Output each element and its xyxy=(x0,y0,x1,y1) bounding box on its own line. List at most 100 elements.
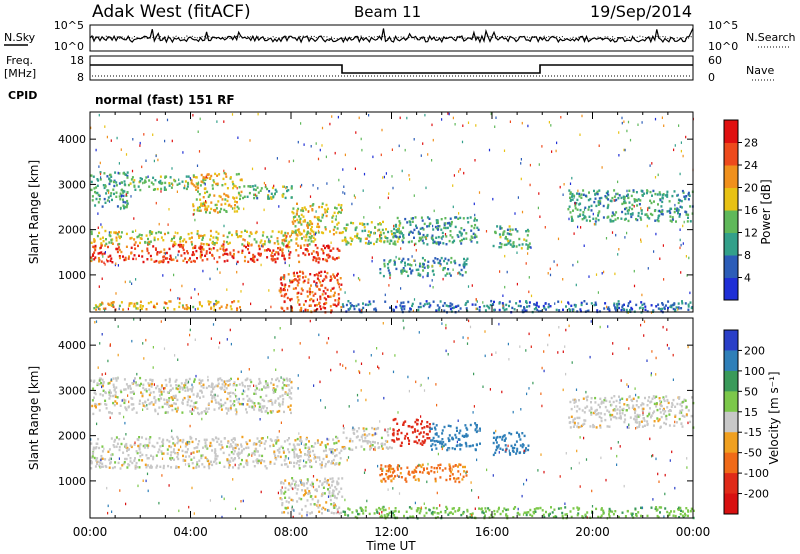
velocity-cell xyxy=(181,440,184,444)
velocity-cell xyxy=(118,448,121,452)
velocity-cell xyxy=(662,412,665,415)
power-cell xyxy=(506,270,508,274)
velocity-cell xyxy=(225,407,228,410)
velocity-cell xyxy=(534,510,537,513)
power-cell xyxy=(313,274,316,277)
power-cell xyxy=(281,283,284,287)
power-cell xyxy=(502,294,504,297)
power-cell xyxy=(283,244,285,247)
velocity-cell xyxy=(465,445,468,448)
velocity-cell xyxy=(370,443,372,446)
velocity-cell xyxy=(592,425,595,429)
velocity-cell xyxy=(110,453,113,457)
velocity-cell xyxy=(298,512,301,515)
velocity-cell xyxy=(658,418,661,421)
velocity-cell xyxy=(369,440,372,444)
velocity-cell xyxy=(202,446,204,449)
velocity-cell xyxy=(117,376,119,380)
power-cell xyxy=(421,265,424,268)
power-cell xyxy=(269,249,271,252)
power-cell xyxy=(199,209,202,212)
power-cell xyxy=(686,274,688,277)
power-cell xyxy=(205,211,207,214)
velocity-cell xyxy=(270,439,273,442)
power-cell xyxy=(306,223,309,227)
velocity-cell xyxy=(160,393,163,396)
power-cell xyxy=(317,261,320,264)
power-cell xyxy=(679,199,682,202)
power-cell xyxy=(434,257,437,260)
power-cell xyxy=(285,186,288,189)
power-cell xyxy=(101,277,103,280)
velocity-cell xyxy=(122,398,125,402)
power-cell xyxy=(100,223,102,226)
velocity-cell xyxy=(503,439,506,442)
power-cell xyxy=(194,185,197,189)
power-cell xyxy=(123,207,126,210)
power-cell xyxy=(664,194,667,197)
velocity-cell xyxy=(340,511,342,515)
power-cell xyxy=(446,262,449,265)
power-cell xyxy=(315,283,317,286)
power-cell xyxy=(300,122,302,125)
power-cell xyxy=(95,308,98,311)
velocity-cell xyxy=(207,379,209,382)
power-cell xyxy=(114,231,117,235)
velocity-cell xyxy=(387,428,390,431)
power-cell xyxy=(585,302,588,305)
power-cell xyxy=(434,225,437,229)
power-cell xyxy=(579,213,582,216)
power-cell xyxy=(511,306,514,310)
power-colorbar-label: Power [dB] xyxy=(759,179,773,244)
power-cell xyxy=(225,252,228,256)
velocity-cell xyxy=(115,445,118,448)
velocity-cell xyxy=(293,450,296,453)
velocity-cell xyxy=(262,406,265,410)
power-cell xyxy=(131,169,134,173)
velocity-cell xyxy=(123,378,126,381)
velocity-cell xyxy=(322,449,325,453)
power-cell xyxy=(230,205,233,208)
velocity-cell xyxy=(120,442,123,446)
power-cell xyxy=(444,257,447,260)
velocity-cell xyxy=(431,448,433,451)
velocity-cell xyxy=(272,391,275,394)
power-cell xyxy=(190,182,193,185)
power-cell xyxy=(172,258,175,261)
velocity-cell xyxy=(144,463,147,466)
velocity-cell xyxy=(263,385,266,388)
power-cell xyxy=(123,180,126,183)
velocity-cell xyxy=(453,477,455,480)
power-cell xyxy=(393,227,396,231)
velocity-cell xyxy=(310,445,313,448)
power-cell xyxy=(214,172,217,176)
power-cell xyxy=(297,275,300,278)
power-cell xyxy=(242,196,245,200)
power-cell xyxy=(316,225,319,228)
power-cell xyxy=(462,124,464,127)
velocity-cell xyxy=(264,440,267,443)
power-cell xyxy=(640,207,642,210)
power-cell xyxy=(107,245,109,249)
power-cell xyxy=(106,175,109,178)
velocity-cell xyxy=(651,397,654,400)
power-cell xyxy=(528,305,531,308)
power-cell xyxy=(134,241,137,244)
power-cell xyxy=(214,303,217,306)
power-cell xyxy=(300,223,303,226)
power-cell xyxy=(184,180,187,183)
velocity-cell xyxy=(386,440,389,443)
power-cell xyxy=(623,303,625,306)
velocity-cell xyxy=(239,462,242,466)
velocity-cell xyxy=(167,399,170,403)
velocity-cell xyxy=(662,409,664,412)
velocity-cell xyxy=(275,378,278,382)
velocity-cell xyxy=(600,514,603,517)
velocity-cell xyxy=(576,416,579,420)
power-cell xyxy=(196,230,199,233)
power-cell xyxy=(331,220,334,223)
power-cell xyxy=(334,151,336,155)
power-cell xyxy=(274,188,277,192)
power-cell xyxy=(306,290,309,293)
power-cell xyxy=(382,231,385,235)
